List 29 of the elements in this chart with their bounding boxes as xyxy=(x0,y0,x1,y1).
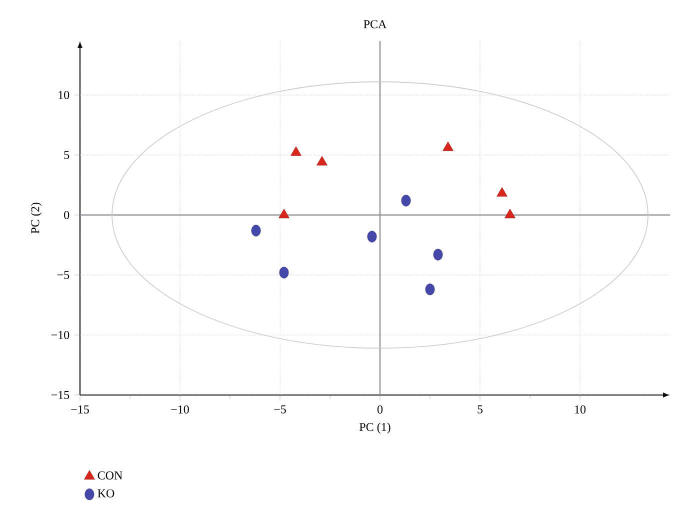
y-tick-label: 5 xyxy=(64,151,70,159)
point xyxy=(367,230,377,242)
x-tick-label: −10 xyxy=(171,405,189,414)
point xyxy=(496,187,508,197)
legend-label: CON xyxy=(98,471,122,480)
point xyxy=(290,146,302,156)
x-tick-label: −15 xyxy=(71,405,89,414)
point xyxy=(425,284,435,296)
point xyxy=(504,208,516,218)
point xyxy=(433,248,443,260)
x-tick-label: 5 xyxy=(478,405,483,414)
point xyxy=(401,194,411,206)
x-tick-label: 0 xyxy=(377,405,383,414)
y-tick-label: 10 xyxy=(58,90,70,100)
y-tick-label: −15 xyxy=(51,390,70,400)
legend-label: KO xyxy=(98,489,114,498)
x-axis-title: PC (1) xyxy=(360,422,390,434)
x-tick-label: −5 xyxy=(274,405,286,414)
y-axis-title: PC (2) xyxy=(30,202,42,234)
point xyxy=(442,142,454,151)
point xyxy=(251,224,261,236)
point xyxy=(279,266,289,278)
x-tick-label: 10 xyxy=(575,405,586,414)
point xyxy=(278,208,290,218)
chart-title: PCA xyxy=(364,20,387,28)
point xyxy=(316,156,328,166)
y-tick-label: −5 xyxy=(57,271,70,279)
y-tick-label: 0 xyxy=(64,210,70,220)
y-tick-label: −10 xyxy=(51,330,70,340)
